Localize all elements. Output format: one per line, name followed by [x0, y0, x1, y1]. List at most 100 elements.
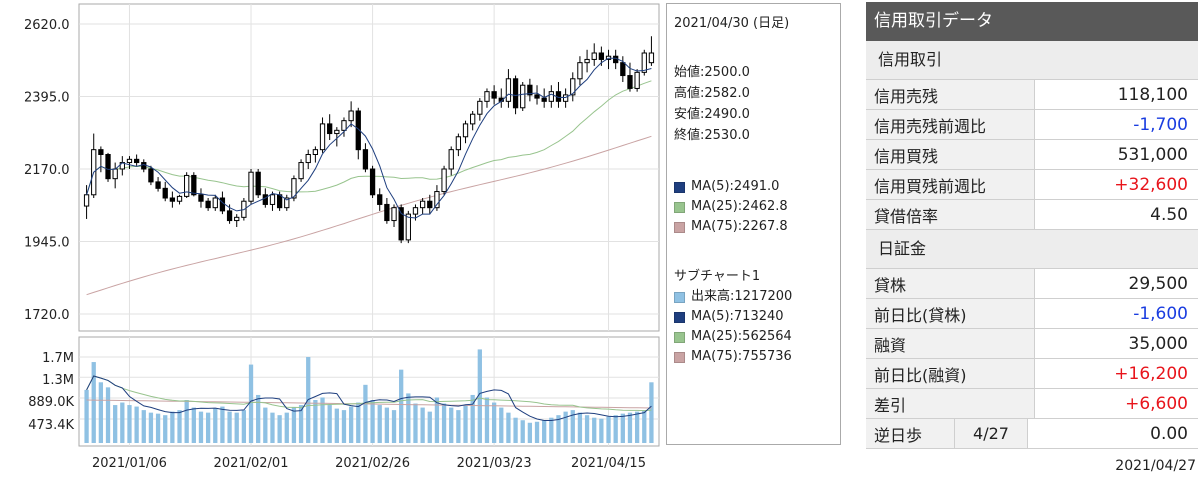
- volume-bar: [542, 420, 547, 443]
- ma75-label: MA(75):2267.8: [691, 219, 788, 234]
- row-label: 前日比(融資): [866, 358, 1035, 389]
- volume-bar: [320, 397, 325, 443]
- volume-bar: [191, 407, 196, 443]
- price-panel: [78, 3, 660, 332]
- candle-body: [305, 154, 311, 164]
- table-row: 前日比(貸株) -1,600: [866, 298, 1198, 329]
- candle-body: [112, 168, 118, 180]
- candle-body: [577, 62, 583, 80]
- candle-body: [219, 197, 226, 212]
- candle-body: [133, 158, 140, 164]
- row-label: 信用売残: [866, 80, 1035, 110]
- volume-bar: [384, 407, 390, 443]
- ma5-swatch: [674, 181, 685, 193]
- volume-bar: [506, 412, 511, 443]
- candle-body: [455, 136, 462, 151]
- date-tick-label: 2021/01/06: [92, 456, 167, 471]
- volume-bar: [413, 403, 418, 443]
- volume-bar: [241, 410, 247, 443]
- legend-ma25[interactable]: MA(25):2462.8: [674, 197, 788, 217]
- row-label: 差引: [866, 388, 1035, 419]
- vma5-label: MA(5):713240: [691, 309, 784, 324]
- row-label: 信用買残前週比: [866, 169, 1035, 200]
- candle-body: [641, 52, 647, 73]
- volume-bar: [248, 364, 254, 443]
- volume-bar: [348, 406, 354, 443]
- margin-panel-title: 信用取引データ: [866, 2, 1198, 41]
- candle-body: [105, 154, 111, 180]
- candlestick-chart[interactable]: 2021/01/06 2021/02/01 2021/02/26 2021/03/23…: [0, 0, 665, 479]
- candle-body: [527, 84, 533, 96]
- vma25-line: [86, 375, 652, 412]
- legend-ma75[interactable]: MA(75):2267.8: [674, 217, 788, 237]
- volume-legend: サブチャート1 出来高:1217200 MA(5):713240 MA(25):…: [674, 267, 792, 367]
- legend-vma75[interactable]: MA(75):755736: [674, 347, 792, 367]
- date-tick-label: 2021/03/23: [457, 456, 532, 471]
- ma25-label: MA(25):2462.8: [691, 199, 788, 214]
- candle-body: [198, 194, 204, 202]
- volume-bar: [213, 408, 218, 443]
- volume-bar: [456, 410, 461, 443]
- volume-bar: [263, 407, 268, 443]
- candle-body: [176, 195, 183, 202]
- candle-body: [234, 216, 240, 222]
- legend-volume[interactable]: 出来高:1217200: [674, 287, 792, 307]
- legend-vma25[interactable]: MA(25):562564: [674, 327, 792, 347]
- high-value: 高値:2582.0: [674, 86, 750, 101]
- candle-body: [298, 162, 304, 180]
- candle-body: [505, 78, 512, 102]
- row-label: 融資: [866, 328, 1035, 359]
- volume-bar: [527, 422, 533, 443]
- volume-label: 出来高:1217200: [691, 289, 793, 304]
- price-chart-area[interactable]: 2021/01/06 2021/02/01 2021/02/26 2021/03/23…: [0, 0, 665, 479]
- volume-bar: [177, 410, 182, 443]
- volume-bar: [534, 421, 540, 443]
- volume-bar: [91, 362, 96, 443]
- volume-bar: [613, 415, 618, 443]
- chart-info-panel: 2021/04/30 (日足) 始値:2500.0 高値:2582.0 安値:2…: [666, 3, 841, 445]
- volume-bar: [642, 410, 647, 443]
- vma5-line: [86, 375, 652, 421]
- ma5-line: [86, 57, 652, 219]
- volume-bar: [298, 405, 304, 443]
- vma75-swatch: [674, 351, 685, 363]
- volume-bar: [227, 411, 232, 443]
- volume-bar: [484, 397, 490, 443]
- volume-bar: [491, 402, 497, 443]
- candle-body: [276, 194, 283, 209]
- jsf-section-title: 日証金: [866, 230, 1198, 269]
- table-row: 信用買残 531,000: [866, 139, 1198, 170]
- volume-bar: [556, 415, 561, 443]
- candle-body: [491, 91, 497, 99]
- close-value: 終値:2530.0: [674, 128, 750, 143]
- candle-body: [441, 168, 447, 193]
- volume-bar: [434, 397, 440, 443]
- legend-ma5[interactable]: MA(5):2491.0: [674, 177, 788, 197]
- table-row: 信用売残 118,100: [866, 80, 1198, 110]
- candle-body: [291, 178, 297, 199]
- candle-body: [591, 52, 597, 60]
- volume-bar: [284, 412, 289, 443]
- candle-body: [398, 207, 404, 241]
- volume-bar: [234, 412, 239, 443]
- volume-panel: [78, 336, 660, 447]
- candle-body: [312, 149, 319, 156]
- volume-bar: [370, 400, 375, 443]
- volume-bar: [577, 412, 583, 443]
- date-tick-label: 2021/02/01: [214, 456, 289, 471]
- volume-bar: [148, 412, 154, 443]
- volume-bar: [113, 405, 118, 443]
- volume-bar: [170, 411, 175, 443]
- candle-body: [470, 113, 476, 125]
- volume-bar: [463, 405, 468, 443]
- legend-vma5[interactable]: MA(5):713240: [674, 307, 792, 327]
- candle-body: [284, 197, 290, 209]
- table-row: 信用売残前週比 -1,700: [866, 109, 1198, 140]
- volume-bar: [256, 394, 261, 443]
- table-row: 差引 +6,600: [866, 388, 1198, 419]
- candle-body: [570, 78, 576, 96]
- row-value: 4.50: [1034, 199, 1198, 230]
- candle-body: [448, 149, 454, 170]
- volume-bar: [141, 410, 146, 443]
- volume-bar: [584, 415, 590, 443]
